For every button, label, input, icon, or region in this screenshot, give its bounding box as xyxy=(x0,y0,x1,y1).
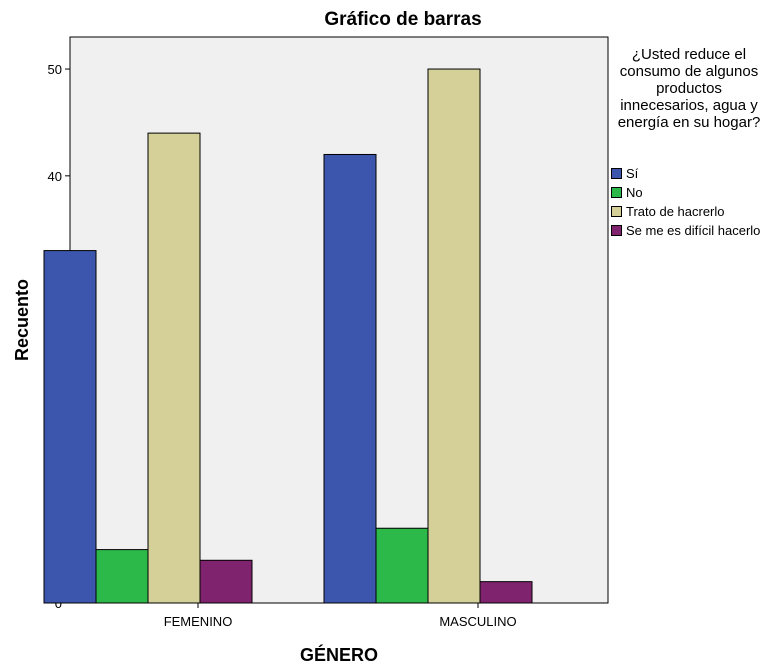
legend-swatch xyxy=(611,168,622,179)
bar-femenino-0 xyxy=(43,250,97,604)
legend-label: Se me es difícil hacerlo xyxy=(626,223,761,238)
legend-item: No xyxy=(611,183,760,202)
chart-title: Gráfico de barras xyxy=(324,9,481,30)
legend-item: Trato de hacrerlo xyxy=(611,202,760,221)
bar-masculino-3 xyxy=(479,581,533,604)
y-tick-label: 40 xyxy=(48,169,62,184)
legend-item: Se me es difícil hacerlo xyxy=(611,221,760,240)
y-axis-label: Recuento xyxy=(12,279,32,361)
bars-group xyxy=(43,68,533,604)
bar-masculino-0 xyxy=(323,153,377,604)
y-tick-label: 50 xyxy=(48,62,62,77)
legend-label: Trato de hacrerlo xyxy=(626,204,725,219)
legend: Sí No Trato de hacrerlo Se me es difícil ha… xyxy=(611,164,760,240)
legend-label: Sí xyxy=(626,166,639,181)
x-tick-label: FEMENINO xyxy=(164,614,233,629)
x-tick-label: MASCULINO xyxy=(439,614,516,629)
legend-swatch xyxy=(611,225,622,236)
legend-swatch xyxy=(611,206,622,217)
bar-femenino-3 xyxy=(199,559,253,604)
x-axis: FEMENINO MASCULINO xyxy=(164,603,517,629)
x-axis-label: GÉNERO xyxy=(300,644,378,664)
bar-femenino-1 xyxy=(95,549,149,604)
bar-masculino-1 xyxy=(375,527,429,604)
legend-item: Sí xyxy=(611,164,760,183)
bar-masculino-2 xyxy=(427,68,481,604)
legend-swatch xyxy=(611,187,622,198)
legend-label: No xyxy=(626,185,643,200)
bar-femenino-2 xyxy=(147,132,201,604)
legend-title: ¿Usted reduce el consumo de algunos prod… xyxy=(617,46,761,131)
